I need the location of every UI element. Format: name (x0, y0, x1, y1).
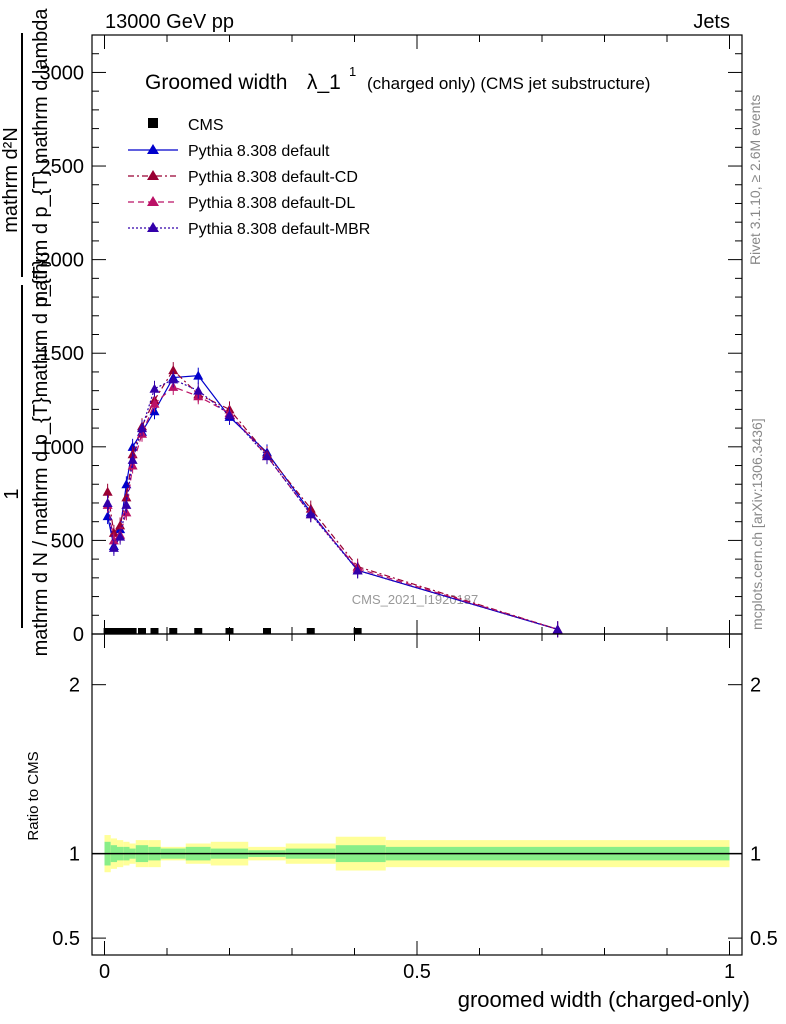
legend-marker-cms (148, 118, 158, 128)
cms-point (353, 628, 362, 634)
main-ytick-label: 0 (73, 624, 84, 646)
series-point (115, 531, 126, 541)
cms-point (150, 628, 159, 634)
series-point (168, 365, 179, 375)
main-ytick-label: 1000 (40, 437, 85, 459)
series-point (149, 398, 160, 408)
ratio-ytick-label: 2 (69, 675, 80, 697)
main-ytick-label: 3000 (40, 62, 85, 84)
cms-point (109, 628, 118, 634)
series-line-3 (107, 378, 558, 630)
legend-marker (147, 170, 159, 180)
main-ytick-label: 2500 (40, 156, 85, 178)
title-sup: 1 (349, 64, 356, 79)
series-point (121, 499, 132, 509)
series-point (262, 451, 272, 461)
ratio-frame (91, 633, 743, 956)
xtick-label: 1 (724, 961, 735, 983)
mcplots-label: mcplots.cern.ch [arXiv:1306.3436] (749, 418, 765, 630)
cms-point (263, 628, 271, 634)
legend-marker (147, 144, 159, 154)
series-point (193, 370, 204, 380)
xtick-label: 0.5 (403, 961, 431, 983)
cms-point (122, 628, 131, 634)
ratio-ytick-label-right: 2 (750, 675, 761, 697)
ratio-y-label: Ratio to CMS (25, 751, 42, 840)
ratio-ytick-label-right: 0.5 (750, 928, 778, 950)
xtick-label: 0 (99, 961, 110, 983)
main-plot (102, 362, 563, 638)
cms-point (306, 628, 315, 634)
cms-point (116, 628, 125, 634)
main-title: Groomed width λ_1 1 (charged only) (CMS … (145, 64, 650, 94)
ratio-ytick-label-right: 1 (750, 844, 761, 866)
cms-point (128, 628, 137, 634)
series-point (137, 423, 147, 433)
legend-label: Pythia 8.308 default-CD (188, 169, 358, 186)
series-point (193, 385, 204, 395)
cms-point (194, 628, 203, 634)
legend-marker (147, 196, 159, 206)
main-ytick-label: 500 (51, 530, 84, 552)
series-point (102, 486, 113, 496)
ylabel-one: 1 (1, 488, 23, 499)
ratio-ytick-label: 1 (69, 844, 80, 866)
axes: 0 500 1000 1500 2000 2500 3000 0.5 0.5 1 1 2 2 0 0.5 1 (40, 34, 778, 983)
cms-point (169, 628, 178, 634)
legend-label: Pythia 8.308 default (188, 143, 330, 160)
series-point (108, 542, 119, 552)
series-point (127, 454, 138, 464)
rivet-label: Rivet 3.1.10, ≥ 2.6M events (747, 95, 763, 265)
series-point (168, 374, 179, 384)
cms-point (138, 628, 146, 634)
main-ytick-label: 1500 (40, 343, 85, 365)
header-left: 13000 GeV pp (105, 11, 234, 33)
series-line-2 (107, 386, 558, 630)
cms-point (103, 628, 112, 634)
ylabel-numerator: mathrm d²N (0, 127, 22, 233)
series-point (149, 383, 160, 393)
ylabel-numerator-2: mathrm d p_{T} mathrm d lambda (30, 8, 52, 308)
legend: CMS Pythia 8.308 default Pythia 8.308 defa… (128, 117, 370, 238)
main-ytick-label: 2000 (40, 250, 85, 272)
series-point (224, 409, 235, 419)
series-line-0 (107, 375, 558, 630)
title-suffix: (charged only) (CMS jet substructure) (367, 74, 650, 93)
series-line-1 (107, 369, 558, 630)
legend-label: Pythia 8.308 default-DL (188, 195, 355, 212)
series-point (102, 497, 113, 507)
legend-label: Pythia 8.308 default-MBR (188, 221, 370, 238)
series-point (552, 624, 563, 634)
ratio-ytick-label: 0.5 (52, 928, 80, 950)
ylabel-denominator: mathrm d N / mathrm d p_{T}mathrm d p_{T… (30, 259, 52, 656)
title-lambda: λ_1 (307, 71, 341, 94)
legend-marker (147, 222, 159, 232)
series-point (352, 565, 363, 575)
title-prefix: Groomed width (145, 71, 287, 94)
series-point (305, 509, 316, 519)
legend-label: CMS (188, 117, 224, 134)
header-right: Jets (693, 11, 730, 33)
x-axis-label: groomed width (charged-only) (458, 987, 750, 1012)
main-y-label: 1 mathrm d²N mathrm d p_{T} mathrm d lam… (0, 8, 52, 657)
